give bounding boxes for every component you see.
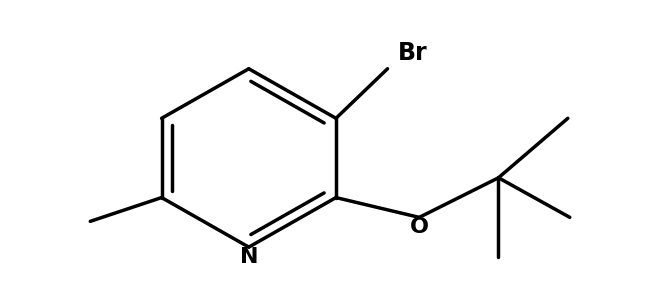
Text: Br: Br xyxy=(397,41,427,65)
Text: O: O xyxy=(409,217,429,237)
Text: N: N xyxy=(240,247,258,267)
